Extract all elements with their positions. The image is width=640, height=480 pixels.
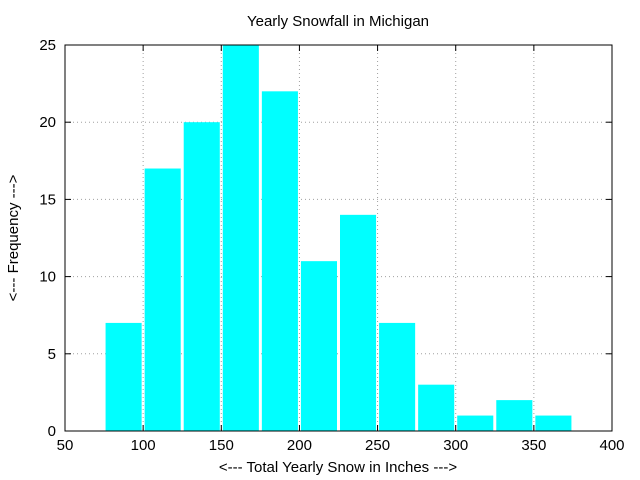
grid-lines bbox=[65, 45, 612, 431]
chart-title: Yearly Snowfall in Michigan bbox=[247, 13, 429, 30]
x-tick-label: 400 bbox=[599, 437, 624, 454]
y-tick-label: 15 bbox=[39, 191, 56, 208]
y-tick-label: 10 bbox=[39, 269, 56, 286]
x-tick-label: 200 bbox=[287, 437, 312, 454]
histogram-bar bbox=[144, 168, 181, 431]
histogram-bar bbox=[222, 45, 259, 431]
plot-frame bbox=[64, 44, 613, 432]
histogram-bar bbox=[457, 415, 494, 431]
histogram-bar bbox=[183, 122, 220, 431]
x-tick-label: 300 bbox=[443, 437, 468, 454]
histogram-bar bbox=[105, 322, 142, 431]
histogram-bar bbox=[300, 261, 337, 431]
x-tick-label: 150 bbox=[209, 437, 234, 454]
y-tick-label: 0 bbox=[48, 423, 56, 440]
y-tick-label: 20 bbox=[39, 114, 56, 131]
histogram-bar bbox=[340, 214, 377, 431]
x-tick-label: 250 bbox=[365, 437, 390, 454]
histogram-bar bbox=[261, 91, 298, 431]
x-tick-label: 50 bbox=[57, 437, 74, 454]
y-tick-label: 5 bbox=[48, 346, 56, 363]
histogram-bar bbox=[418, 384, 455, 431]
x-tick-label: 350 bbox=[521, 437, 546, 454]
axis-ticks: 50 100 150 200 250 300 350 400 0 5 10 15 20 25 bbox=[39, 37, 624, 454]
x-tick-label: 100 bbox=[131, 437, 156, 454]
histogram-bar bbox=[535, 415, 572, 431]
y-axis-label: <--- Frequency ---> bbox=[5, 174, 22, 301]
histogram-bar bbox=[379, 322, 416, 431]
bars bbox=[105, 45, 572, 431]
histogram-bar bbox=[496, 400, 533, 431]
x-axis-label: <--- Total Yearly Snow in Inches ---> bbox=[219, 459, 457, 476]
y-tick-label: 25 bbox=[39, 37, 56, 54]
